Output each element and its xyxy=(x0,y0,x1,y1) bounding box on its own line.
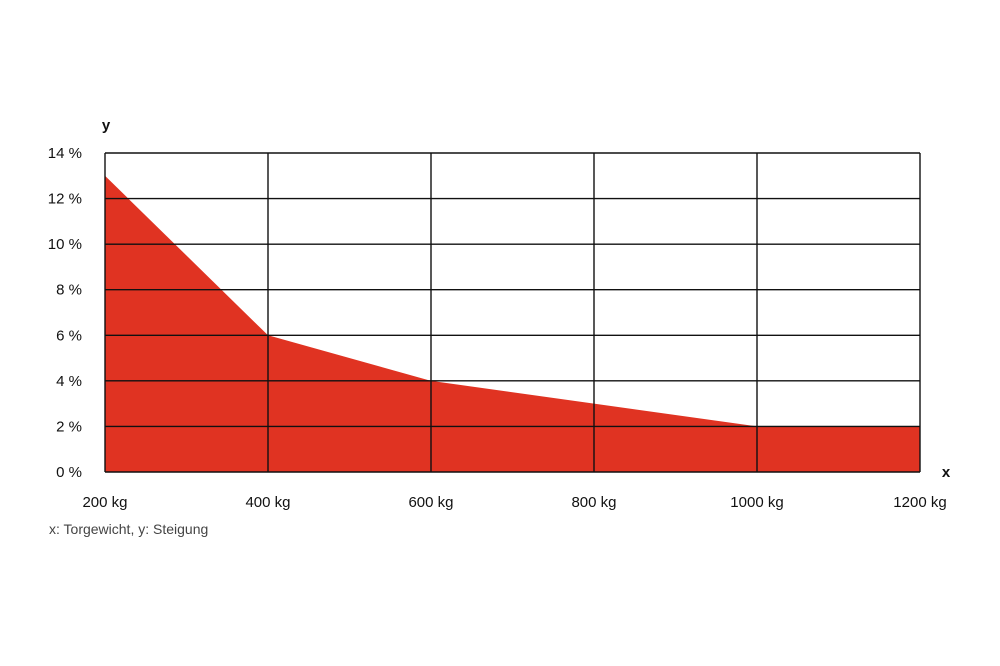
x-tick-label: 200 kg xyxy=(82,494,127,511)
x-tick-label: 600 kg xyxy=(408,494,453,511)
area-series-0 xyxy=(105,175,920,473)
x-tick-label: 1000 kg xyxy=(730,494,783,511)
y-tick-label: 14 % xyxy=(48,145,82,162)
y-tick-labels: 0 % 2 % 4 % 6 % 8 % 10 % 12 % 14 % xyxy=(48,145,82,481)
y-tick-label: 8 % xyxy=(56,282,82,299)
x-tick-label: 1200 kg xyxy=(893,494,946,511)
area-layer xyxy=(105,175,920,473)
x-tick-label: 400 kg xyxy=(245,494,290,511)
x-tick-label: 800 kg xyxy=(571,494,616,511)
y-tick-label: 12 % xyxy=(48,191,82,208)
x-axis-label: x xyxy=(942,464,951,481)
y-tick-label: 4 % xyxy=(56,373,82,390)
y-tick-label: 6 % xyxy=(56,327,82,344)
y-tick-label: 2 % xyxy=(56,418,82,435)
y-tick-label: 10 % xyxy=(48,236,82,253)
grid-layer xyxy=(104,152,921,473)
y-tick-label: 0 % xyxy=(56,464,82,481)
x-tick-labels: 200 kg 400 kg 600 kg 800 kg 1000 kg 1200 kg xyxy=(82,494,946,511)
y-axis-label: y xyxy=(102,117,111,134)
chart-caption: x: Torgewicht, y: Steigung xyxy=(49,521,209,537)
